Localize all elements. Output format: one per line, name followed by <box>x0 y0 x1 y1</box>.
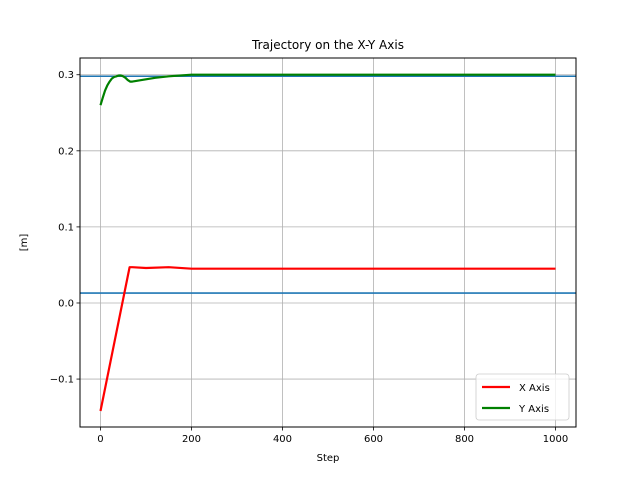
series-line-y-axis <box>99 73 556 106</box>
legend-label: Y Axis <box>518 404 549 415</box>
x-tick-label: 200 <box>182 434 201 445</box>
legend-label: X Axis <box>519 383 550 394</box>
x-tick-label: 1000 <box>543 434 568 445</box>
y-tick-label: 0.1 <box>58 222 74 233</box>
tick-layer: 0 200 400 600 800 1000 −0.1 0.0 0.1 0.2 0.3 <box>50 70 569 445</box>
y-tick-label: −0.1 <box>50 375 74 386</box>
legend: X Axis Y Axis <box>475 373 570 421</box>
y-tick-label: 0.0 <box>58 298 74 309</box>
series-layer <box>99 73 556 412</box>
y-axis-label: [m] <box>19 234 30 252</box>
plot-frame <box>79 57 577 428</box>
x-tick-label: 600 <box>364 434 383 445</box>
series-line-x-axis <box>99 266 556 412</box>
x-tick-label: 400 <box>273 434 292 445</box>
chart-title: Trajectory on the X-Y Axis <box>251 38 404 52</box>
y-tick-label: 0.2 <box>58 146 74 157</box>
y-tick-label: 0.3 <box>58 70 74 81</box>
x-tick-label: 800 <box>455 434 474 445</box>
x-axis-label: Step <box>317 453 340 464</box>
x-tick-label: 0 <box>97 434 103 445</box>
